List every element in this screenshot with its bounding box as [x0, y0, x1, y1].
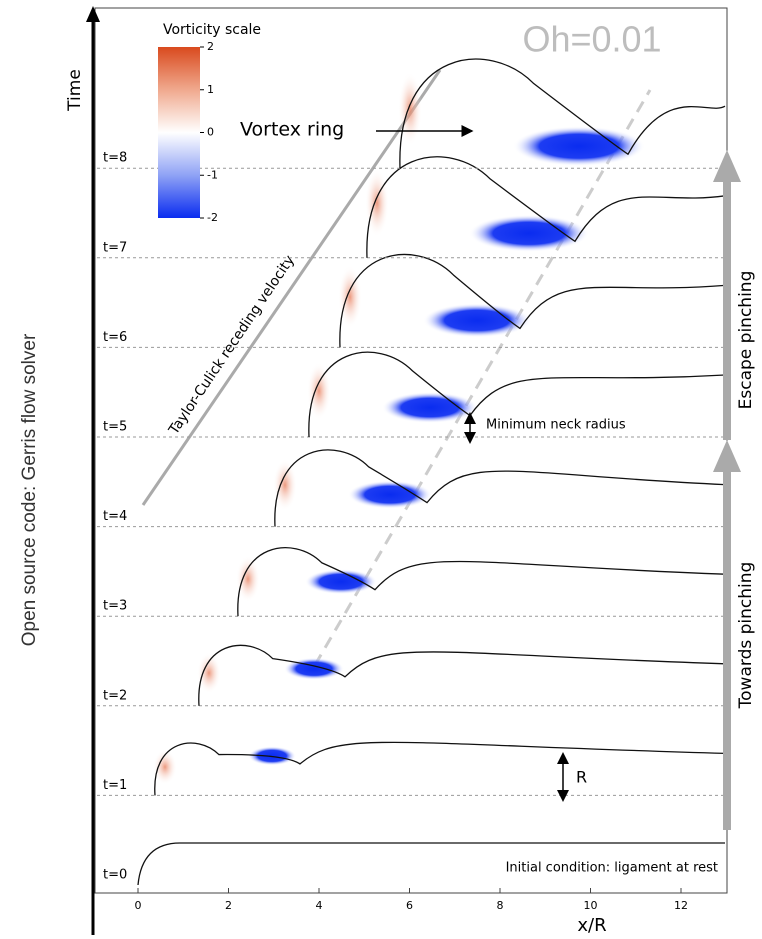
red-shade	[153, 749, 177, 785]
colorbar-tick-label: -1	[207, 168, 218, 181]
droplet-outline	[399, 58, 726, 169]
time-label: t=1	[103, 778, 127, 793]
time-label: t=2	[103, 688, 127, 703]
time-label: t=6	[103, 330, 127, 345]
colorbar	[158, 47, 200, 218]
red-shade	[338, 265, 362, 329]
droplet-outline	[274, 449, 726, 527]
time-label: t=4	[103, 509, 127, 524]
escape-label: Escape pinching	[736, 271, 756, 410]
droplet-outline	[339, 254, 726, 348]
droplet-outline	[237, 547, 726, 617]
droplet-outline	[198, 644, 726, 706]
time-label: t=3	[103, 599, 127, 614]
droplet-outline	[154, 741, 726, 796]
towards-arrowhead	[713, 440, 741, 472]
time-label: t=0	[103, 868, 127, 883]
red-shade	[273, 459, 297, 511]
vortex-blob	[305, 569, 377, 595]
time-label: t=5	[103, 420, 127, 435]
escape-arrowhead	[713, 150, 741, 182]
red-shade	[307, 362, 331, 420]
radius-label: R	[576, 768, 587, 787]
vortex-blob	[348, 480, 432, 509]
vortex-blob	[513, 126, 645, 167]
vortex-blob	[423, 303, 531, 338]
colorbar-tick-label: 0	[207, 126, 214, 139]
x-tick-label: 10	[584, 899, 598, 912]
colorbar-tick-label: -2	[207, 211, 218, 224]
side-label: Open source code: Gerris flow solver	[19, 333, 40, 646]
time-arrowhead	[86, 6, 100, 22]
droplet-outline	[308, 351, 726, 438]
x-tick-label: 4	[316, 899, 323, 912]
x-tick-label: 2	[225, 899, 232, 912]
x-axis-label: x/R	[577, 915, 606, 936]
initial-condition-label: Initial condition: ligament at rest	[506, 861, 718, 876]
vortex-ring-label: Vortex ring	[240, 119, 344, 141]
time-label: t=7	[103, 240, 127, 255]
taylor-culick-line	[141, 69, 442, 506]
colorbar-tick-label: 2	[207, 40, 214, 53]
time-label: t=8	[103, 151, 127, 166]
red-shade	[197, 652, 221, 694]
vortex-blob	[469, 214, 589, 252]
droplet-outline	[137, 842, 725, 886]
x-tick-label: 6	[406, 899, 413, 912]
red-shade	[398, 72, 422, 146]
x-tick-label: 8	[497, 899, 504, 912]
taylor-culick-label: Taylor-Culick receding velocity	[165, 253, 298, 439]
x-tick-label: 12	[674, 899, 688, 912]
colorbar-tick-label: 1	[207, 83, 214, 96]
towards-label: Towards pinching	[736, 562, 756, 710]
neck-label: Minimum neck radius	[486, 418, 626, 433]
vortex-blob	[284, 657, 344, 680]
droplet-outline	[366, 156, 726, 258]
x-tick-label: 0	[135, 899, 142, 912]
pinch-trajectory	[313, 89, 652, 666]
colorbar-title: Vorticity scale	[163, 22, 261, 38]
title: Oh=0.01	[522, 19, 661, 60]
time-label: Time	[65, 69, 85, 112]
red-shade	[236, 555, 260, 603]
vortex-blob	[382, 392, 478, 423]
